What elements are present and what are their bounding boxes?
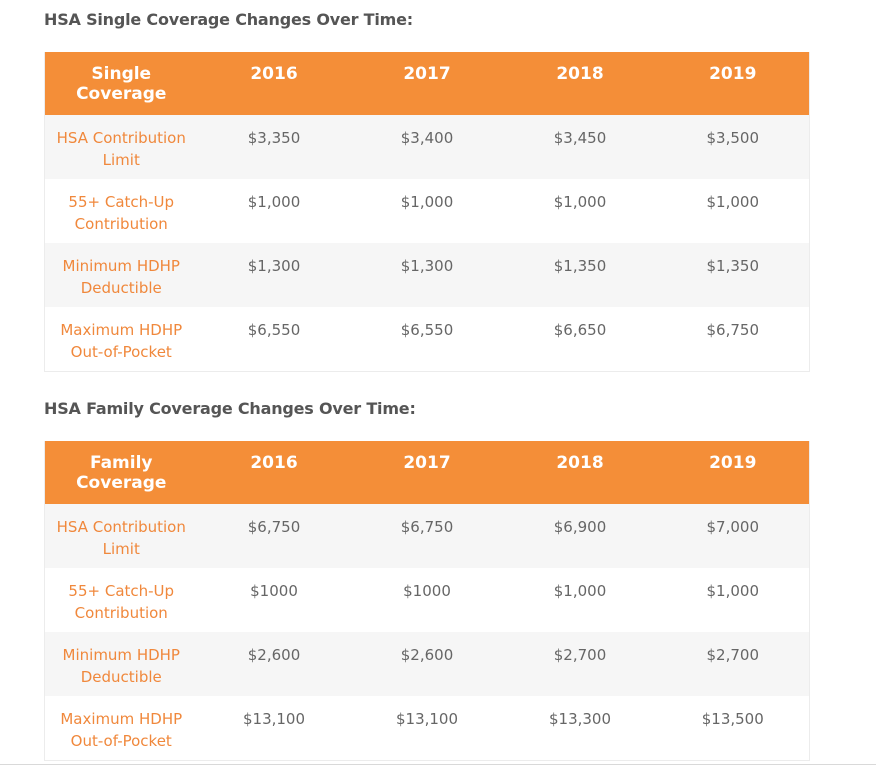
page-divider xyxy=(0,764,876,765)
table-cell: $6,550 xyxy=(247,321,301,339)
table-cell: $13,100 xyxy=(242,710,306,728)
table-cell: $6,750 xyxy=(706,321,760,339)
year-header: 2018 xyxy=(503,52,657,115)
table-cell: $13,100 xyxy=(395,710,459,728)
year-header: 2016 xyxy=(197,441,351,504)
table-cell: $1,000 xyxy=(706,582,760,600)
table-cell: $6,900 xyxy=(553,518,607,536)
table-cell: $1,300 xyxy=(400,257,454,275)
table-row: Maximum HDHP Out-of-Pocket $6,550 $6,550… xyxy=(44,307,810,371)
table-cell: $2,700 xyxy=(706,646,760,664)
table-cell: $3,350 xyxy=(247,129,301,147)
row-label: 55+ Catch-Up Contribution xyxy=(68,582,175,622)
table-header-row: Family Coverage 2016 2017 2018 2019 xyxy=(44,441,810,504)
table-row: HSA Contribution Limit $3,350 $3,400 $3,… xyxy=(44,115,810,179)
row-label: Maximum HDHP Out-of-Pocket xyxy=(60,321,183,361)
single-coverage-title: HSA Single Coverage Changes Over Time: xyxy=(44,10,413,29)
year-header: 2019 xyxy=(656,441,810,504)
table-cell: $1,000 xyxy=(553,193,607,211)
table-cell: $1,000 xyxy=(706,193,760,211)
table-row: Minimum HDHP Deductible $1,300 $1,300 $1… xyxy=(44,243,810,307)
table-cell: $3,450 xyxy=(553,129,607,147)
single-coverage-table: Single Coverage 2016 2017 2018 2019 HSA … xyxy=(44,52,810,372)
table-cell: $1,350 xyxy=(706,257,760,275)
table-cell: $2,700 xyxy=(553,646,607,664)
table-row: Maximum HDHP Out-of-Pocket $13,100 $13,1… xyxy=(44,696,810,760)
table-cell: $1,300 xyxy=(247,257,301,275)
row-label: Minimum HDHP Deductible xyxy=(62,646,180,686)
row-label: HSA Contribution Limit xyxy=(56,518,186,558)
family-coverage-table: Family Coverage 2016 2017 2018 2019 HSA … xyxy=(44,441,810,761)
table-cell: $13,500 xyxy=(701,710,764,728)
table-cell: $2,600 xyxy=(400,646,454,664)
table-cell: $2,600 xyxy=(247,646,301,664)
table-row: HSA Contribution Limit $6,750 $6,750 $6,… xyxy=(44,504,810,568)
table-cell: $1,000 xyxy=(400,193,454,211)
row-label: Minimum HDHP Deductible xyxy=(62,257,180,297)
table-cell: $6,750 xyxy=(247,518,301,536)
table-cell: $1,000 xyxy=(247,193,301,211)
year-header: 2017 xyxy=(350,441,504,504)
table-cell: $3,400 xyxy=(400,129,454,147)
table-cell: $6,750 xyxy=(400,518,454,536)
table-cell: $1,000 xyxy=(553,582,607,600)
family-coverage-title: HSA Family Coverage Changes Over Time: xyxy=(44,399,416,418)
coverage-type-header: Single Coverage xyxy=(44,52,198,115)
table-row: 55+ Catch-Up Contribution $1,000 $1,000 … xyxy=(44,179,810,243)
year-header: 2017 xyxy=(350,52,504,115)
table-header-row: Single Coverage 2016 2017 2018 2019 xyxy=(44,52,810,115)
table-cell: $1,350 xyxy=(553,257,607,275)
table-cell: $3,500 xyxy=(706,129,760,147)
year-header: 2019 xyxy=(656,52,810,115)
row-label: 55+ Catch-Up Contribution xyxy=(68,193,175,233)
row-label: HSA Contribution Limit xyxy=(56,129,186,169)
year-header: 2018 xyxy=(503,441,657,504)
year-header: 2016 xyxy=(197,52,351,115)
table-cell: $6,650 xyxy=(553,321,607,339)
table-row: 55+ Catch-Up Contribution $1000 $1000 $1… xyxy=(44,568,810,632)
coverage-type-header: Family Coverage xyxy=(44,441,198,504)
table-row: Minimum HDHP Deductible $2,600 $2,600 $2… xyxy=(44,632,810,696)
table-cell: $7,000 xyxy=(706,518,760,536)
row-label: Maximum HDHP Out-of-Pocket xyxy=(60,710,183,750)
table-cell: $13,300 xyxy=(548,710,612,728)
table-cell: $6,550 xyxy=(400,321,454,339)
table-cell: $1000 xyxy=(403,582,451,600)
table-cell: $1000 xyxy=(250,582,298,600)
